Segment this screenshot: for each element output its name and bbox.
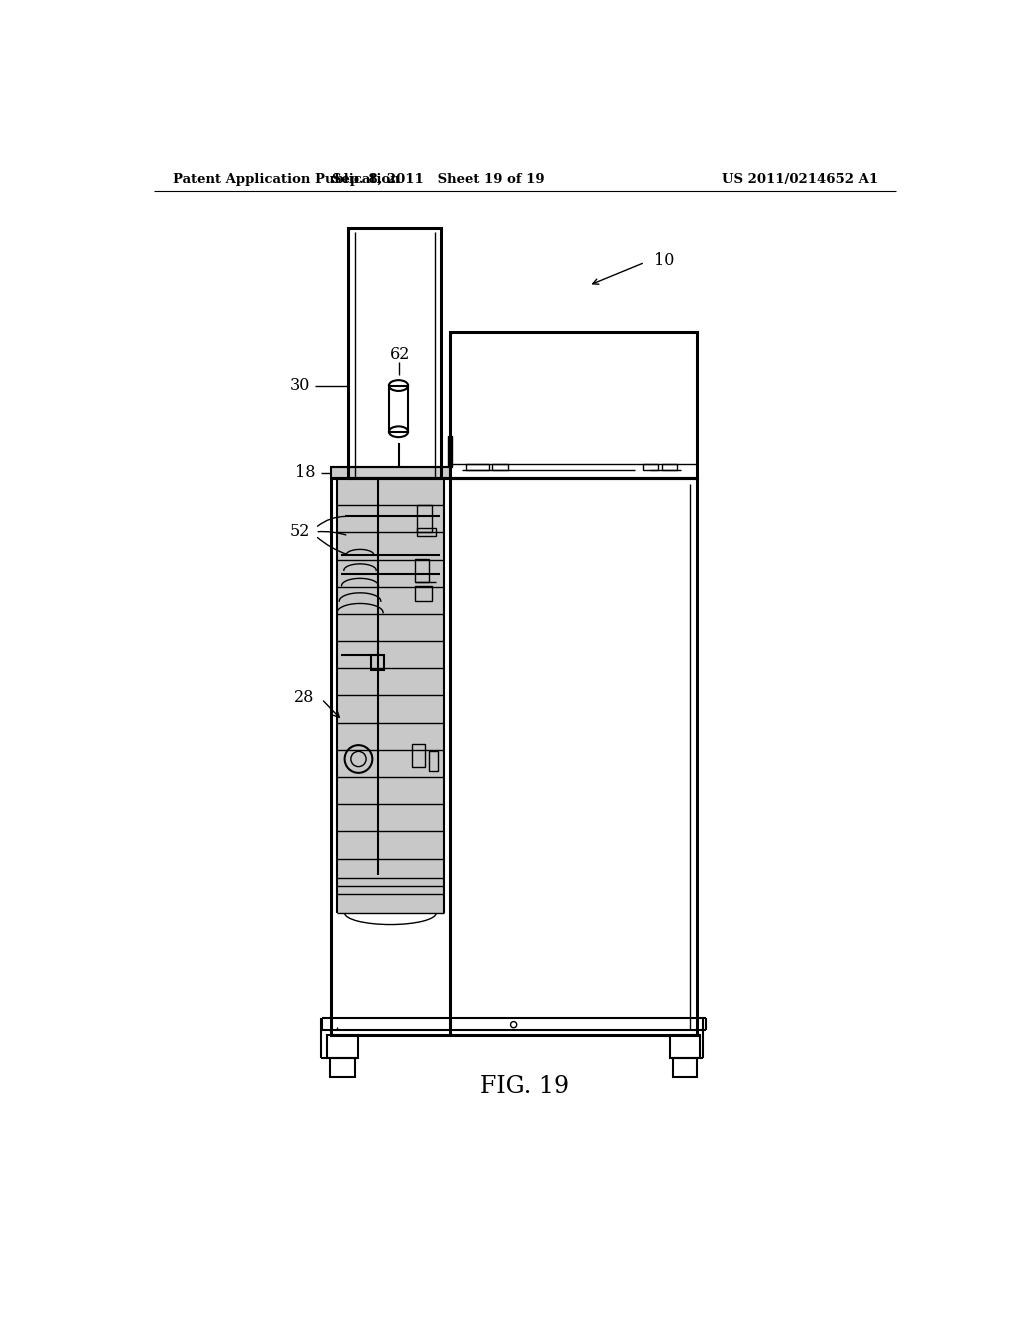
Bar xyxy=(417,528,436,536)
Bar xyxy=(451,331,696,478)
Bar xyxy=(417,506,432,532)
Bar xyxy=(372,655,384,671)
Bar xyxy=(348,227,441,478)
Text: 18: 18 xyxy=(295,465,315,480)
Bar xyxy=(389,385,409,432)
Text: FIG. 19: FIG. 19 xyxy=(480,1074,569,1098)
Text: Patent Application Publication: Patent Application Publication xyxy=(173,173,399,186)
Bar xyxy=(466,465,488,470)
Text: 62: 62 xyxy=(390,346,411,363)
Text: US 2011/0214652 A1: US 2011/0214652 A1 xyxy=(722,173,879,186)
Bar xyxy=(662,465,677,470)
Bar xyxy=(415,586,432,601)
Bar xyxy=(415,558,429,582)
Bar xyxy=(673,1057,697,1077)
Bar xyxy=(643,465,658,470)
Bar xyxy=(429,751,438,771)
Bar xyxy=(337,478,444,913)
Text: 30: 30 xyxy=(290,378,310,395)
Text: 52: 52 xyxy=(290,523,310,540)
Text: 28: 28 xyxy=(294,689,313,706)
Bar xyxy=(331,478,696,1035)
Bar xyxy=(412,743,425,767)
Bar xyxy=(670,1035,700,1057)
Text: Sep. 8, 2011   Sheet 19 of 19: Sep. 8, 2011 Sheet 19 of 19 xyxy=(332,173,545,186)
Bar xyxy=(327,1035,357,1057)
Text: 10: 10 xyxy=(654,252,675,268)
Bar xyxy=(331,467,451,478)
Bar xyxy=(493,465,508,470)
Bar xyxy=(447,437,453,467)
Bar xyxy=(330,1057,354,1077)
